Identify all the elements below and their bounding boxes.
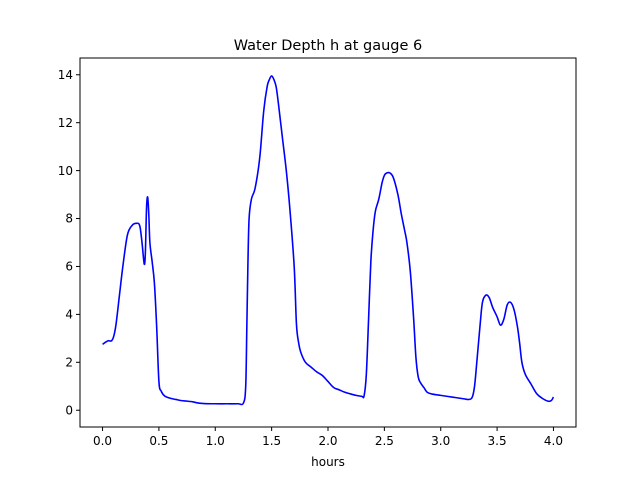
- y-tick-label: 6: [65, 260, 73, 274]
- x-tick-label: 3.0: [431, 434, 450, 448]
- x-tick-label: 4.0: [544, 434, 563, 448]
- x-axis-label: hours: [311, 455, 345, 469]
- y-tick-label: 10: [58, 164, 73, 178]
- chart-title: Water Depth h at gauge 6: [234, 38, 422, 54]
- y-tick-label: 14: [58, 68, 73, 82]
- plot-frame: [79, 57, 577, 428]
- x-tick-label: 0.5: [149, 434, 168, 448]
- x-tick-label: 2.0: [318, 434, 337, 448]
- x-tick-label: 1.0: [206, 434, 225, 448]
- y-tick-label: 2: [65, 356, 73, 370]
- y-tick-label: 0: [65, 403, 73, 417]
- y-tick-label: 12: [58, 116, 73, 130]
- x-tick-label: 2.5: [375, 434, 394, 448]
- y-tick-label: 4: [65, 308, 73, 322]
- x-tick-label: 3.5: [488, 434, 507, 448]
- series-line-0: [102, 75, 555, 406]
- x-tick-label: 1.5: [262, 434, 281, 448]
- x-tick-label: 0.0: [93, 434, 112, 448]
- y-tick-label: 8: [65, 212, 73, 226]
